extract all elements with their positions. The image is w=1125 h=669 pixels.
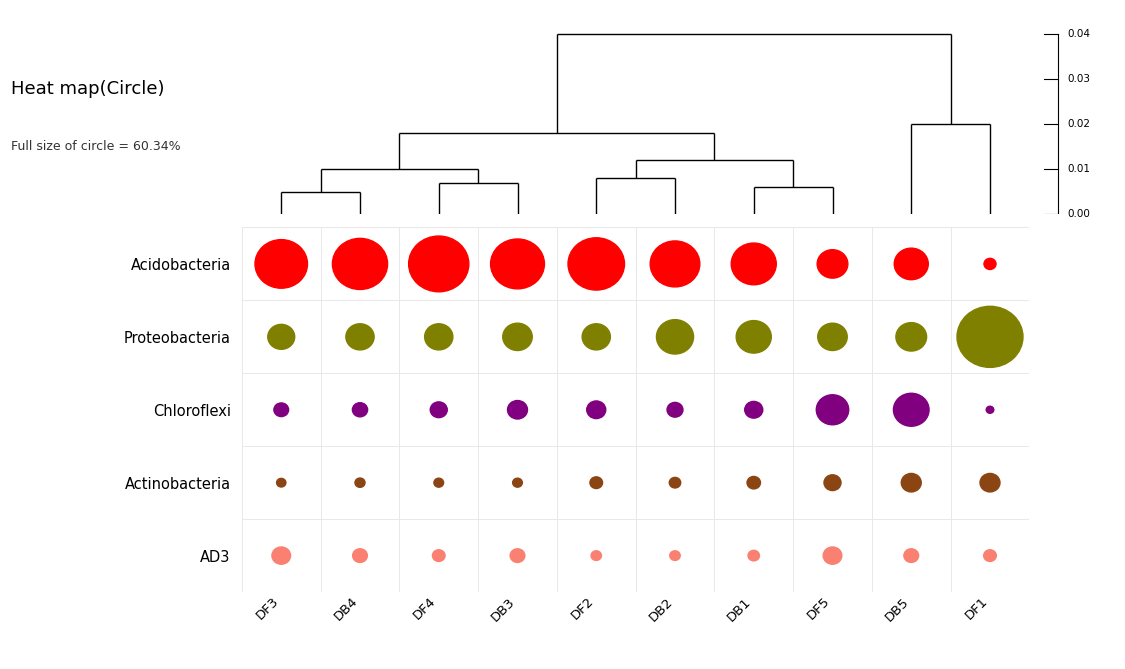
Circle shape <box>745 401 763 418</box>
Circle shape <box>587 401 605 419</box>
Circle shape <box>590 477 603 488</box>
Circle shape <box>817 250 848 278</box>
Circle shape <box>650 241 700 287</box>
Text: 0.00: 0.00 <box>1068 209 1090 219</box>
Circle shape <box>983 550 997 561</box>
Circle shape <box>896 322 927 351</box>
Circle shape <box>824 547 842 564</box>
Circle shape <box>352 549 368 563</box>
Text: 0.04: 0.04 <box>1068 29 1090 39</box>
Circle shape <box>984 258 996 270</box>
Circle shape <box>503 323 532 351</box>
Circle shape <box>893 393 929 426</box>
Circle shape <box>748 551 759 561</box>
Circle shape <box>345 324 375 350</box>
Text: 0.01: 0.01 <box>1068 164 1090 174</box>
Circle shape <box>424 324 453 350</box>
Text: Full size of circle = 60.34%: Full size of circle = 60.34% <box>11 140 181 153</box>
Circle shape <box>987 406 993 413</box>
Circle shape <box>434 478 443 487</box>
Circle shape <box>432 550 446 561</box>
Circle shape <box>731 243 776 285</box>
Circle shape <box>273 403 289 417</box>
Circle shape <box>591 551 602 561</box>
Circle shape <box>894 248 928 280</box>
Circle shape <box>510 549 525 563</box>
Circle shape <box>255 240 307 288</box>
Circle shape <box>736 320 772 353</box>
Circle shape <box>507 401 528 419</box>
Circle shape <box>430 402 448 417</box>
Circle shape <box>568 237 624 290</box>
Circle shape <box>669 478 681 488</box>
Circle shape <box>667 402 683 417</box>
Circle shape <box>352 403 368 417</box>
Circle shape <box>818 323 847 351</box>
Circle shape <box>817 395 848 425</box>
Circle shape <box>513 478 522 487</box>
Circle shape <box>669 551 681 561</box>
Circle shape <box>747 476 760 489</box>
Circle shape <box>277 478 286 487</box>
Circle shape <box>268 324 295 349</box>
Text: 0.02: 0.02 <box>1068 119 1090 129</box>
Circle shape <box>356 478 364 487</box>
Circle shape <box>903 549 919 563</box>
Text: 0.03: 0.03 <box>1068 74 1090 84</box>
Circle shape <box>490 239 544 289</box>
Circle shape <box>824 475 842 490</box>
Circle shape <box>582 324 611 350</box>
Circle shape <box>901 474 921 492</box>
Text: Heat map(Circle): Heat map(Circle) <box>11 80 164 98</box>
Circle shape <box>332 238 388 290</box>
Circle shape <box>272 547 290 564</box>
Circle shape <box>408 236 469 292</box>
Circle shape <box>657 320 693 354</box>
Circle shape <box>957 306 1023 367</box>
Circle shape <box>980 474 1000 492</box>
